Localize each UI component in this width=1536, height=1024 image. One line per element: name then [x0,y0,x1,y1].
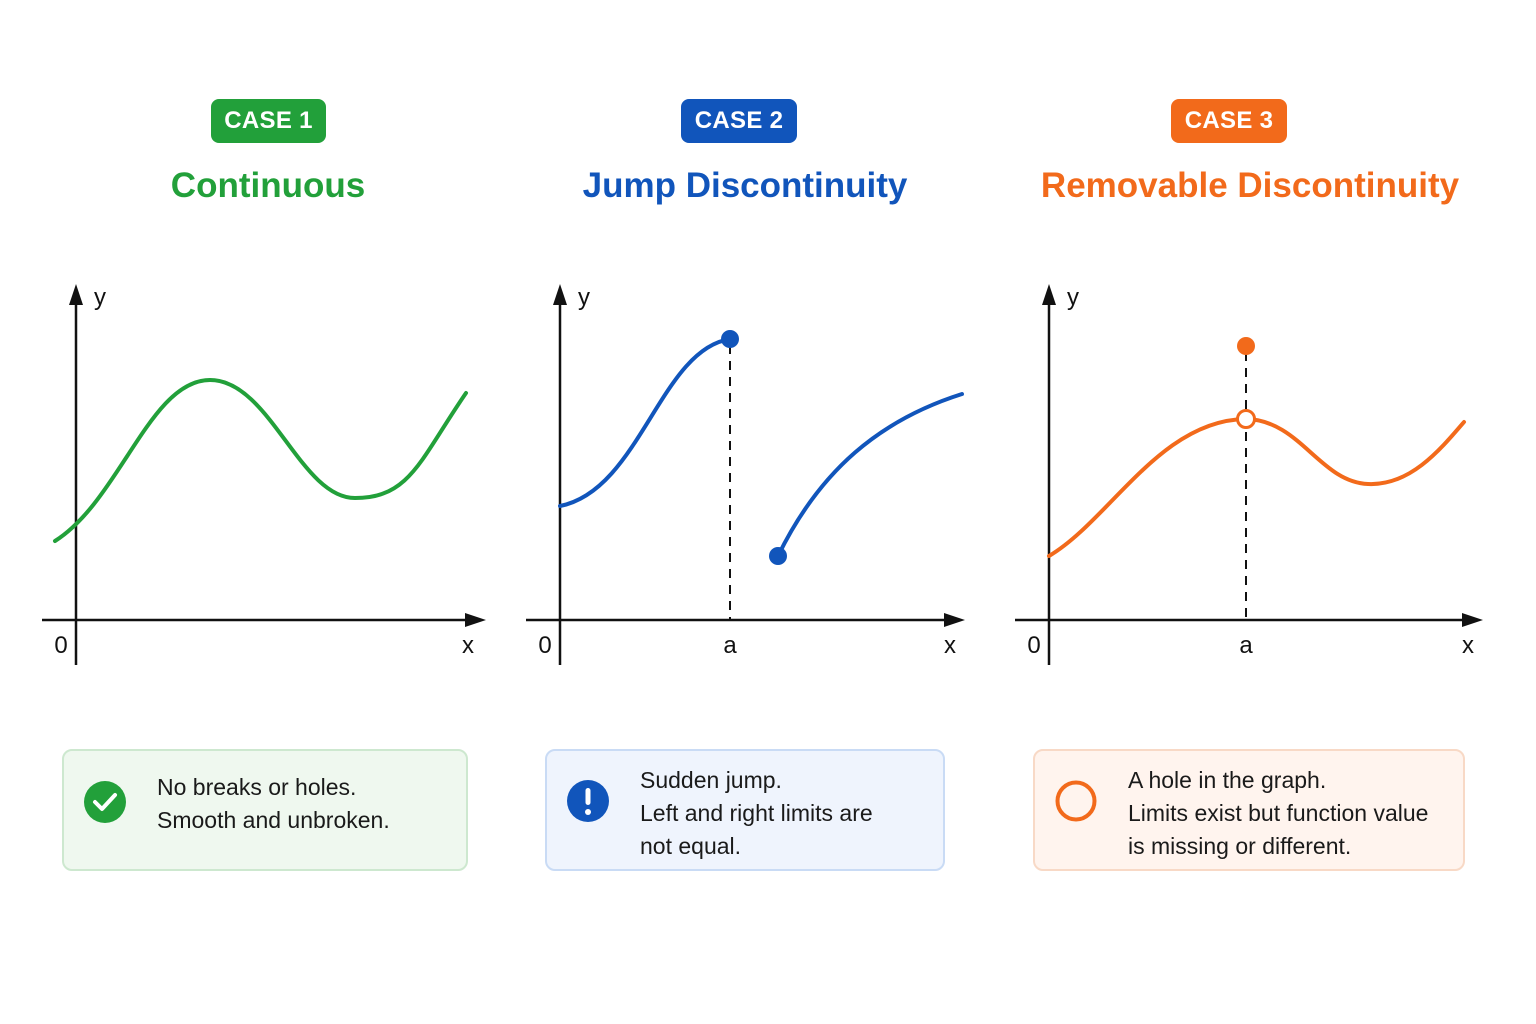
left-branch [558,337,732,508]
origin-label: 0 [54,632,67,659]
continuous-curve [53,377,468,543]
case-3-note: A hole in the graph. Limits exist but fu… [1033,749,1465,871]
case-3-title: Removable Discontinuity [1040,166,1460,205]
case-2-title: Jump Discontinuity [582,166,908,205]
x-axis-label: x [462,632,474,659]
hole-open-dot [1236,409,1256,429]
x-axis-arrow [465,613,486,627]
y-axis-arrow [553,284,567,305]
x-axis-arrow [1462,613,1483,627]
point-a-label: a [723,632,737,659]
y-axis-label: y [1067,284,1079,311]
case-2-note-text: Sudden jump. Left and right limits are n… [640,764,933,863]
x-axis-arrow [944,613,965,627]
open-circle-icon [1055,780,1097,822]
note-line: not equal. [640,833,742,859]
y-axis-arrow [69,284,83,305]
case-2-note: Sudden jump. Left and right limits are n… [545,749,945,871]
y-axis-label: y [578,284,590,311]
case-1-badge: CASE 1 [211,99,326,143]
note-line: Sudden jump. [640,767,782,793]
left-endpoint-dot [721,330,739,348]
note-line: Left and right limits are [640,800,873,826]
removable-curve [1047,416,1466,558]
case-1-note: No breaks or holes. Smooth and unbroken. [62,749,468,871]
origin-label: 0 [538,632,551,659]
note-line: Limits exist but function value [1128,800,1429,826]
continuous-graph: 0 x y [42,284,486,665]
case-3-note-text: A hole in the graph. Limits exist but fu… [1128,764,1453,863]
note-line: No breaks or holes. [157,774,357,800]
point-a-label: a [1239,632,1253,659]
case-1-panel: CASE 1 Continuous 0 x y No breaks or hol… [0,0,536,1024]
x-axis-label: x [944,632,956,659]
note-line: A hole in the graph. [1128,767,1327,793]
right-endpoint-dot [769,547,787,565]
removable-graph: 0 a x y [1015,284,1483,665]
case-1-title: Continuous [170,166,366,205]
note-line: is missing or different. [1128,833,1352,859]
origin-label: 0 [1027,632,1040,659]
jump-graph: 0 a x y [526,284,965,665]
note-line: Smooth and unbroken. [157,807,390,833]
right-branch [776,392,964,558]
y-axis-label: y [94,284,106,311]
function-value-dot [1237,337,1255,355]
y-axis-arrow [1042,284,1056,305]
check-circle-icon [84,781,126,823]
case-2-badge: CASE 2 [681,99,797,143]
x-axis-label: x [1462,632,1474,659]
case-3-badge: CASE 3 [1171,99,1287,143]
exclamation-circle-icon [567,780,609,822]
case-1-note-text: No breaks or holes. Smooth and unbroken. [157,771,456,837]
